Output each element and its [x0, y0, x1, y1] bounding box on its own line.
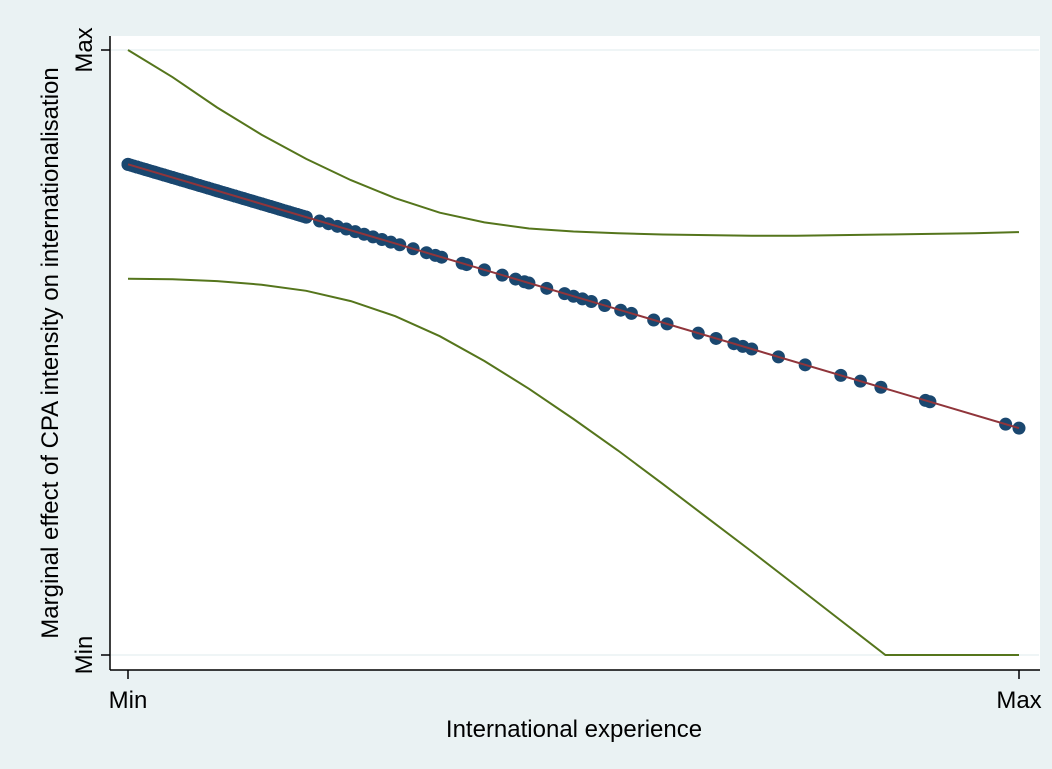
axes — [109, 36, 1040, 671]
lower-ci-line — [127, 277, 1019, 656]
upper-ci-line — [127, 49, 1020, 237]
data-points — [121, 157, 1026, 435]
x-tick-label: Max — [996, 687, 1041, 714]
y-tick-label: Max — [71, 27, 98, 72]
y-tick-label: Min — [71, 636, 98, 675]
x-tick-label: Min — [109, 687, 148, 714]
marginal-effect-line — [127, 163, 1020, 430]
marginal-effect-line — [127, 163, 1020, 430]
y-axis-title: Marginal effect of CPA intensity on inte… — [37, 67, 64, 638]
tick-labels: Min Max Min Max — [71, 27, 1042, 714]
x-axis-title: International experience — [446, 716, 702, 743]
plot-area — [110, 36, 1040, 670]
confidence-interval-lines — [127, 49, 1020, 656]
